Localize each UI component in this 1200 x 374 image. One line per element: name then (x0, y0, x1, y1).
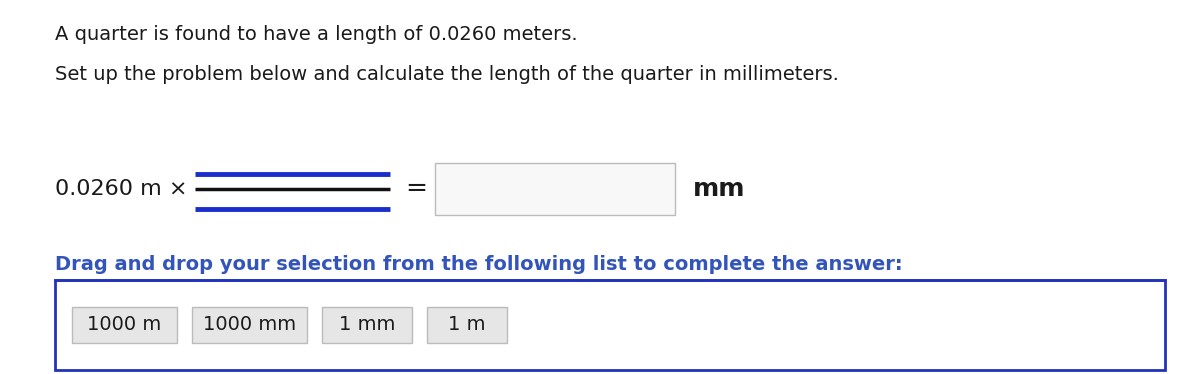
Text: 1000 mm: 1000 mm (203, 316, 296, 334)
Text: 1 m: 1 m (449, 316, 486, 334)
Text: =: = (406, 176, 427, 202)
Text: Set up the problem below and calculate the length of the quarter in millimeters.: Set up the problem below and calculate t… (55, 65, 839, 84)
Text: 1 mm: 1 mm (338, 316, 395, 334)
FancyBboxPatch shape (427, 307, 508, 343)
FancyBboxPatch shape (192, 307, 307, 343)
FancyBboxPatch shape (72, 307, 178, 343)
Text: mm: mm (694, 177, 745, 201)
FancyBboxPatch shape (436, 163, 674, 215)
Text: A quarter is found to have a length of 0.0260 meters.: A quarter is found to have a length of 0… (55, 25, 577, 44)
Text: 0.0260 m ×: 0.0260 m × (55, 179, 187, 199)
FancyBboxPatch shape (55, 280, 1165, 370)
Text: 1000 m: 1000 m (88, 316, 162, 334)
Text: Drag and drop your selection from the following list to complete the answer:: Drag and drop your selection from the fo… (55, 255, 902, 274)
FancyBboxPatch shape (322, 307, 412, 343)
